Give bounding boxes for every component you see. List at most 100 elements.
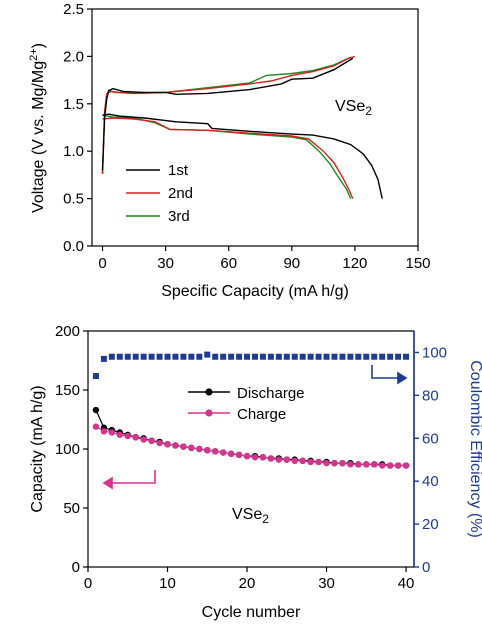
charge-point (307, 458, 314, 466)
bottom-annotation-sub: 2 (262, 512, 269, 526)
bottom-series-marks (92, 351, 410, 469)
ce-point (108, 353, 115, 360)
ce-point (371, 353, 378, 360)
ce-point (132, 353, 139, 360)
ce-point (395, 353, 402, 360)
top-y-tick-label: 2.0 (63, 48, 84, 65)
ce-point (220, 353, 227, 360)
charge-point (251, 454, 259, 461)
charge-point (116, 431, 124, 439)
ce-point (275, 353, 282, 360)
charge-point (196, 445, 203, 453)
ce-point (228, 353, 235, 360)
ce-point (100, 355, 107, 362)
charge-point (108, 429, 116, 436)
ce-point (387, 353, 394, 360)
bottom-x-axis-title: Cycle number (202, 604, 301, 621)
charge-point (156, 439, 163, 447)
bottom-x-tick-label: 10 (159, 575, 176, 592)
series-2nd-charge-curve (101, 55, 356, 175)
ce-point (140, 353, 147, 360)
bottom-y2-tick-label: 80 (422, 387, 439, 404)
charge-point (331, 459, 338, 467)
ce-point (204, 351, 211, 358)
ce-point (148, 353, 155, 360)
ce-point (259, 353, 266, 360)
legend-label-2nd: 2nd (168, 185, 193, 202)
top-y-axis-title-main: Voltage (V vs. Mg/Mg (30, 61, 47, 213)
top-y-axis-title: Voltage (V vs. Mg/Mg2+) (28, 43, 47, 213)
ce-point (363, 353, 370, 360)
charge-point (204, 446, 211, 454)
charge-point (212, 448, 219, 455)
ce-point (307, 353, 314, 360)
bottom-y-tick-label: 150 (55, 382, 80, 399)
ce-point (283, 353, 290, 360)
bottom-y2-tick-label: 20 (422, 516, 439, 533)
charge-point (378, 462, 386, 469)
ce-point (180, 353, 187, 360)
bottom-ticks: 0 10 20 30 40 0 50 100 150 200 0 20 40 60 80 100 (55, 323, 447, 592)
bottom-annotation-main: VSe (232, 506, 262, 523)
bottom-y2-axis-title: Coulombic Efficiency (%) (467, 360, 482, 538)
ce-point (403, 353, 410, 360)
charge-point (386, 462, 394, 469)
bottom-y2-tick-label: 100 (422, 344, 447, 361)
discharge-point (92, 406, 100, 414)
ce-point (172, 353, 179, 360)
bottom-legend: Discharge Charge (188, 385, 305, 423)
charge-point (291, 457, 298, 464)
charge-point (323, 459, 330, 467)
charge-point (188, 444, 195, 452)
bottom-y2-tick-label: 60 (422, 430, 439, 447)
top-annotation-sub: 2 (365, 104, 372, 118)
legend-marker-discharge (205, 388, 213, 396)
ce-point (323, 353, 330, 360)
ce-point (379, 353, 386, 360)
ce-point (331, 353, 338, 360)
charge-point (267, 455, 275, 462)
charge-point (347, 461, 354, 468)
bottom-y-tick-label: 100 (55, 441, 80, 458)
charge-point (339, 459, 346, 467)
top-series-lines (101, 55, 383, 199)
ce-point (212, 353, 219, 360)
charge-point (275, 456, 283, 463)
ce-point (244, 353, 251, 360)
charge-point (100, 428, 108, 435)
bottom-x-tick-label: 30 (318, 575, 335, 592)
ce-point (347, 353, 354, 360)
charge-point (363, 461, 370, 468)
ce-point (355, 353, 362, 360)
legend-label-3rd: 3rd (168, 208, 190, 225)
legend-label-discharge: Discharge (237, 385, 305, 402)
charge-point (219, 449, 227, 456)
series-1st-discharge-curve (102, 113, 383, 199)
legend-label-charge: Charge (237, 406, 286, 423)
top-y-tick-label: 1.0 (63, 143, 84, 160)
ce-point (196, 353, 203, 360)
charge-point (299, 457, 306, 464)
bottom-annotation: VSe2 (232, 506, 269, 526)
charge-point (394, 462, 402, 469)
ce-point (116, 353, 123, 360)
ce-point (164, 353, 171, 360)
top-annotation-main: VSe (335, 98, 365, 115)
bottom-y2-tick-label: 40 (422, 473, 439, 490)
bottom-plot-frame (87, 330, 415, 568)
series-3rd-discharge-curve (102, 114, 352, 199)
charge-point (259, 454, 267, 461)
top-y-tick-label: 2.5 (63, 1, 84, 18)
ce-point (291, 353, 298, 360)
top-x-tick-label: 150 (405, 255, 430, 272)
bottom-y-tick-label: 50 (63, 500, 80, 517)
top-y-axis-title-end: ) (30, 43, 47, 48)
bottom-y-tick-label: 200 (55, 323, 80, 340)
left-axis-pointer-arrow (102, 470, 156, 490)
top-legend: 1st 2nd 3rd (126, 162, 193, 225)
series-2nd-discharge-curve (102, 117, 354, 199)
bottom-x-tick-label: 0 (84, 575, 92, 592)
top-annotation: VSe2 (335, 98, 372, 118)
charge-point (402, 462, 410, 469)
